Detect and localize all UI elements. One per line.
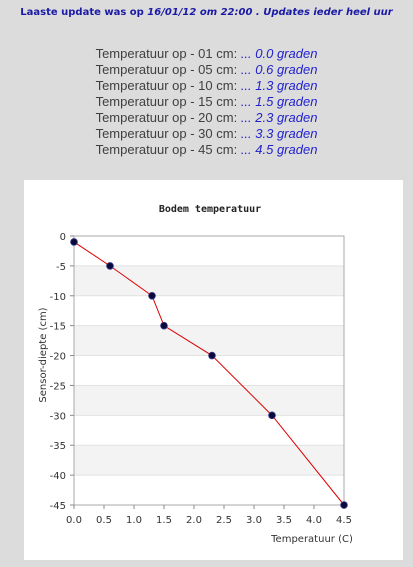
y-tick-label: -20 [50, 352, 66, 363]
plot-band [74, 295, 344, 326]
temperature-readings-list: Temperatuur op - 01 cm: ... 0.0 graden T… [0, 46, 413, 158]
x-tick-label: 2.5 [216, 515, 232, 526]
reading-row-10cm: Temperatuur op - 10 cm: ... 1.3 graden [0, 78, 413, 94]
reading-row-30cm: Temperatuur op - 30 cm: ... 3.3 graden [0, 126, 413, 142]
last-update-datetime: 16/01/12 om 22:00 [147, 7, 253, 18]
plot-band [74, 475, 344, 505]
x-tick-label: 2.0 [186, 515, 202, 526]
reading-value: ... 2.3 graden [240, 110, 318, 125]
plot-band [74, 445, 344, 476]
x-tick-label: 4.0 [306, 515, 322, 526]
reading-row-45cm: Temperatuur op - 45 cm: ... 4.5 graden [0, 142, 413, 158]
reading-value: ... 1.5 graden [240, 94, 318, 109]
chart-title: Bodem temperatuur [159, 204, 261, 215]
soil-temperature-chart: Bodem temperatuur 0 -5 -10 -15 -20 -25 -30 -35 -… [24, 180, 403, 560]
y-tick-label: -25 [50, 381, 66, 392]
plot-band [74, 325, 344, 356]
x-tick-label: 3.5 [276, 515, 292, 526]
plot-band [74, 236, 344, 266]
plot-frame [73, 235, 345, 506]
y-tick-label: -35 [50, 441, 66, 452]
x-tick-label: 3.0 [246, 515, 262, 526]
data-point [70, 238, 78, 246]
y-tick-label: -15 [50, 322, 66, 333]
reading-label: Temperatuur op - 01 cm: [95, 46, 238, 61]
y-tick-label: -5 [56, 262, 66, 273]
reading-label: Temperatuur op - 20 cm: [95, 110, 238, 125]
reading-row-01cm: Temperatuur op - 01 cm: ... 0.0 graden [0, 46, 413, 62]
reading-value: ... 0.0 graden [240, 46, 318, 61]
reading-label: Temperatuur op - 45 cm: [95, 142, 238, 157]
y-axis-label: Sensor-diepte (cm) [38, 307, 49, 402]
series-layer [70, 238, 348, 509]
plot-bands [74, 236, 344, 505]
y-tick-label: 0 [60, 232, 66, 243]
reading-value: ... 0.6 graden [240, 62, 318, 77]
last-update-suffix: . Updates ieder heel uur [255, 7, 393, 18]
reading-label: Temperatuur op - 15 cm: [95, 94, 238, 109]
data-point [208, 351, 216, 360]
y-tick-label: -45 [50, 501, 66, 512]
data-point [148, 291, 156, 300]
data-point [106, 262, 114, 270]
reading-row-15cm: Temperatuur op - 15 cm: ... 1.5 graden [0, 94, 413, 110]
x-tick-label: 1.0 [126, 515, 142, 526]
reading-value: ... 1.3 graden [240, 78, 318, 93]
x-axis-label: Temperatuur (C) [270, 534, 353, 545]
y-axis-ticks: 0 -5 -10 -15 -20 -25 -30 -35 -40 -45 [50, 232, 74, 512]
chart-canvas: Bodem temperatuur 0 -5 -10 -15 -20 -25 -30 -35 -… [38, 204, 353, 545]
x-tick-label: 4.5 [336, 515, 352, 526]
plot-band [74, 265, 344, 296]
reading-value: ... 4.5 graden [240, 142, 318, 157]
x-tick-label: 1.5 [156, 515, 172, 526]
plot-band [74, 355, 344, 386]
reading-label: Temperatuur op - 10 cm: [95, 78, 238, 93]
reading-row-05cm: Temperatuur op - 05 cm: ... 0.6 graden [0, 62, 413, 78]
x-axis-ticks: 0.0 0.5 1.0 1.5 2.0 2.5 3.0 3.5 4.0 4.5 [66, 505, 352, 526]
last-update-prefix: Laaste update was op [20, 7, 144, 18]
reading-label: Temperatuur op - 30 cm: [95, 126, 238, 141]
plot-band [74, 385, 344, 416]
x-tick-label: 0.0 [66, 515, 82, 526]
y-tick-label: -30 [50, 411, 66, 422]
last-update-banner: Laaste update was op 16/01/12 om 22:00 .… [0, 7, 413, 18]
reading-row-20cm: Temperatuur op - 20 cm: ... 2.3 graden [0, 110, 413, 126]
reading-value: ... 3.3 graden [240, 126, 318, 141]
x-tick-label: 0.5 [96, 515, 112, 526]
y-tick-label: -40 [50, 471, 66, 482]
reading-label: Temperatuur op - 05 cm: [95, 62, 238, 77]
plot-band [74, 415, 344, 446]
y-tick-label: -10 [50, 292, 66, 303]
data-point [268, 411, 276, 420]
data-point [160, 321, 168, 330]
data-point [340, 501, 348, 509]
